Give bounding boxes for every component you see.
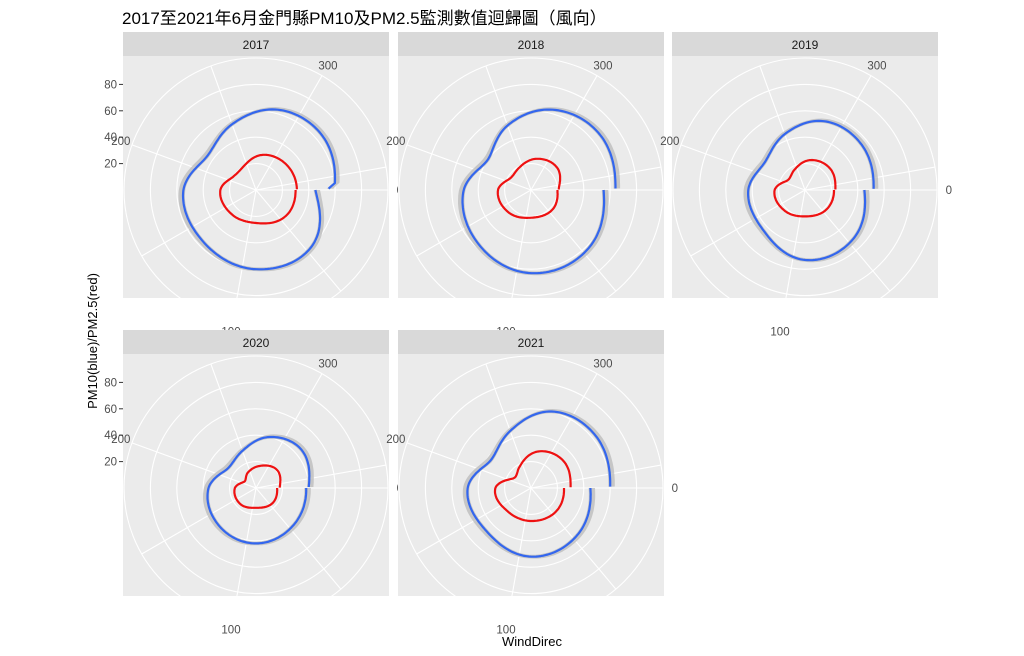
angular-grid-line xyxy=(255,464,387,489)
angular-grid-line xyxy=(530,189,617,292)
facet-panels: 2017010020030020406080201801002003002019… xyxy=(104,32,952,637)
angular-grid-line xyxy=(485,65,532,191)
pm25-series-line xyxy=(219,153,298,225)
angular-grid-line xyxy=(236,487,257,596)
angular-grid-line xyxy=(416,189,532,257)
angle-tick-label: 300 xyxy=(318,358,337,370)
angle-tick-label: 200 xyxy=(111,136,130,148)
angle-tick-label: 300 xyxy=(593,60,612,72)
angular-grid-line xyxy=(804,189,891,292)
radial-tick-label: 20 xyxy=(104,457,117,469)
y-axis-title: PM10(blue)/PM2.5(red) xyxy=(85,273,100,409)
angular-grid-line xyxy=(141,189,257,257)
facet-panel-2017: 2017010020030020406080 xyxy=(104,32,403,339)
facet-strip xyxy=(123,32,389,56)
pm25-series-line xyxy=(773,158,837,218)
facet-strip-label: 2017 xyxy=(243,38,270,52)
facet-strip-label: 2018 xyxy=(518,38,545,52)
angular-grid-line xyxy=(485,363,532,489)
panel-background xyxy=(123,56,389,298)
pm10-series-line xyxy=(206,435,311,545)
angular-grid-line xyxy=(530,464,662,489)
angle-tick-label: 200 xyxy=(386,434,405,446)
angular-grid-line xyxy=(236,189,257,298)
angular-grid-line xyxy=(785,189,806,298)
radial-tick-label: 60 xyxy=(104,106,117,118)
radial-tick-label: 80 xyxy=(104,79,117,91)
angular-grid-line xyxy=(530,166,662,191)
facet-panel-2018: 20180100200300 xyxy=(386,32,678,339)
radial-tick-label: 20 xyxy=(104,159,117,171)
angular-grid-line xyxy=(759,65,806,191)
facet-strip-label: 2021 xyxy=(518,336,545,350)
panel-background xyxy=(398,354,664,596)
pm10-series-line xyxy=(466,410,612,558)
facet-panel-2021: 2021 0 100 200 300 xyxy=(386,330,678,637)
angular-grid-line xyxy=(804,75,872,191)
angle-tick-label: 200 xyxy=(111,434,130,446)
facet-strip xyxy=(672,32,938,56)
pm10-series-line xyxy=(461,108,617,275)
angular-grid-line xyxy=(690,189,806,257)
angular-grid-line xyxy=(804,166,936,191)
panel-background xyxy=(672,56,938,298)
pm25-series-line xyxy=(493,450,572,523)
facet-strip xyxy=(398,32,664,56)
polar-grid xyxy=(672,57,938,298)
pm10-series-line xyxy=(747,119,875,262)
angle-tick-label: 300 xyxy=(867,60,886,72)
pm10-series-line xyxy=(181,108,337,271)
panel-background xyxy=(123,354,389,596)
angle-tick-label: 300 xyxy=(593,358,612,370)
angle-tick-label: 200 xyxy=(660,136,679,148)
angle-tick-label: 0 xyxy=(672,483,678,495)
angular-grid-line xyxy=(210,363,257,489)
angular-grid-line xyxy=(530,373,598,489)
angle-tick-label: 100 xyxy=(770,327,789,339)
angular-grid-line xyxy=(255,166,387,191)
angular-grid-line xyxy=(530,75,598,191)
x-axis-title: WindDirec xyxy=(502,634,562,649)
facet-strip-label: 2020 xyxy=(243,336,270,350)
radial-tick-label: 40 xyxy=(104,430,117,442)
facet-panel-2020: 2020010020030020406080 xyxy=(104,330,403,637)
radial-tick-label: 40 xyxy=(104,132,117,144)
facet-strip xyxy=(398,330,664,354)
angle-tick-label: 0 xyxy=(946,185,952,197)
polar-grid xyxy=(398,355,664,596)
facet-strip xyxy=(123,330,389,354)
angular-grid-line xyxy=(255,373,323,489)
angle-tick-label: 100 xyxy=(221,625,240,637)
radial-tick-label: 60 xyxy=(104,404,117,416)
angular-grid-line xyxy=(406,442,532,489)
angle-tick-label: 300 xyxy=(318,60,337,72)
radial-tick-label: 80 xyxy=(104,377,117,389)
facet-strip-label: 2019 xyxy=(792,38,819,52)
pm25-series-line xyxy=(233,464,282,509)
angular-grid-line xyxy=(511,189,532,298)
angular-grid-line xyxy=(255,75,323,191)
angle-tick-label: 200 xyxy=(386,136,405,148)
angular-grid-line xyxy=(131,442,257,489)
chart-title: 2017至2021年6月金門縣PM10及PM2.5監測數值迴歸圖（風向） xyxy=(122,9,607,28)
panel-background xyxy=(398,56,664,298)
angle-tick-label: 100 xyxy=(496,625,515,637)
facet-panel-2019: 2019 0 100 200 300 xyxy=(660,32,952,339)
pm25-series-line xyxy=(496,157,562,219)
angular-grid-line xyxy=(406,144,532,191)
angular-grid-line xyxy=(210,65,257,191)
pm10-confidence-ribbon xyxy=(203,434,314,546)
angular-grid-line xyxy=(255,189,342,292)
